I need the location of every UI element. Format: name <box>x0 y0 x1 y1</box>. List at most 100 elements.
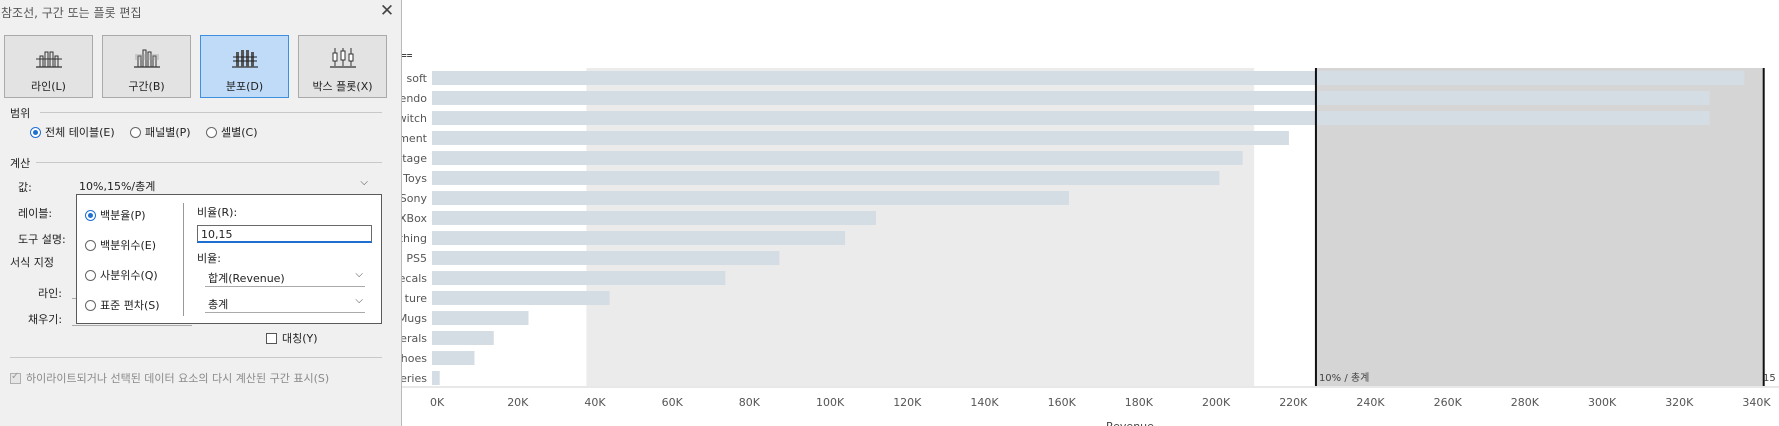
category-label: tage <box>402 152 427 165</box>
bottom-divider <box>10 357 382 358</box>
calc-section-label: 계산 <box>10 157 31 170</box>
x-tick-label: 260K <box>1434 396 1463 409</box>
reference-band-label-right: 15 <box>1763 373 1776 384</box>
ratio-total-select[interactable]: 총계 ⌵ <box>205 294 365 313</box>
bar <box>432 371 440 385</box>
value-select[interactable]: 10%,15%/총계 ⌵ <box>76 176 372 195</box>
chevron-down-icon: ⌵ <box>360 177 368 188</box>
scope-per-pane-label: 패널별(P) <box>145 126 191 139</box>
sort-icon: ⩵ <box>401 50 412 61</box>
category-label: Mugs <box>398 312 427 325</box>
symmetric-label: 대칭(Y) <box>282 332 318 345</box>
scope-entire-table-label: 전체 테이블(E) <box>45 126 115 139</box>
x-tick-label: 100K <box>816 396 845 409</box>
scope-entire-table-radio[interactable]: 전체 테이블(E) <box>30 124 115 140</box>
box-plot-type-button[interactable]: 박스 플롯(X) <box>298 35 387 98</box>
category-label: ture <box>405 292 428 305</box>
label-label: 레이블: <box>18 207 53 220</box>
distribution-icon <box>231 50 258 68</box>
box-plot-type-label: 박스 플롯(X) <box>312 80 373 93</box>
distribution-options-popup: 백분율(P) 백분위수(E) 사분위수(Q) 표준 편차(S) 비율(R): 1… <box>76 194 382 324</box>
x-tick-label: 140K <box>970 396 999 409</box>
bar <box>432 211 876 225</box>
symmetric-checkbox[interactable]: 대칭(Y) <box>266 330 318 346</box>
scope-section-label: 범위 <box>10 107 31 120</box>
category-label: thing <box>399 232 427 245</box>
category-label: soft <box>407 72 428 85</box>
bar <box>432 111 1710 125</box>
x-tick-label: 280K <box>1511 396 1540 409</box>
x-tick-label: 340K <box>1742 396 1771 409</box>
x-tick-label: 300K <box>1588 396 1617 409</box>
x-tick-label: 0K <box>430 396 445 409</box>
edit-reference-line-dialog: 참조선, 구간 또는 플롯 편집 ✕ 라인(L) 구간(B) <box>0 0 402 426</box>
bar <box>432 331 494 345</box>
bar <box>432 251 780 265</box>
category-label: XBox <box>399 212 427 225</box>
distribution-type-button[interactable]: 분포(D) <box>200 35 289 98</box>
box-plot-icon <box>329 48 356 68</box>
category-label: Toys <box>402 172 427 185</box>
bar <box>432 171 1220 185</box>
line-type-button[interactable]: 라인(L) <box>4 35 93 98</box>
reference-band-label: 10% / 총계 <box>1319 372 1369 384</box>
x-tick-label: 220K <box>1279 396 1308 409</box>
chevron-down-icon: ⌵ <box>355 269 363 280</box>
x-tick-label: 120K <box>893 396 922 409</box>
category-label: Sony <box>400 192 428 205</box>
category-label: hoes <box>401 352 427 365</box>
checkbox-box <box>10 371 21 384</box>
band-type-button[interactable]: 구간(B) <box>102 35 191 98</box>
category-label: ment <box>398 132 427 145</box>
ratio-total-text: 총계 <box>208 298 229 311</box>
category-label: PS5 <box>406 252 427 265</box>
scope-per-cell-label: 셀별(C) <box>221 126 258 139</box>
radio-dot <box>206 126 217 138</box>
quartile-radio[interactable]: 사분위수(Q) <box>85 267 158 283</box>
x-tick-label: 180K <box>1125 396 1154 409</box>
scope-divider <box>40 112 382 113</box>
popup-divider <box>183 203 184 316</box>
ratio-label: 비율: <box>197 252 221 265</box>
line-type-label: 라인(L) <box>31 80 66 93</box>
radio-dot <box>85 209 96 221</box>
bar <box>432 191 1069 205</box>
quartile-label: 사분위수(Q) <box>100 269 158 282</box>
chevron-down-icon: ⌵ <box>355 295 363 306</box>
close-icon[interactable]: ✕ <box>379 1 395 21</box>
format-section-label: 서식 지정 <box>10 256 54 269</box>
percentage-radio[interactable]: 백분율(P) <box>85 207 146 223</box>
tooltip-label: 도구 설명: <box>18 233 66 246</box>
fill-format-select[interactable] <box>72 309 192 326</box>
percent-input[interactable]: 10,15 <box>197 225 372 243</box>
bar <box>432 351 475 365</box>
bar <box>432 131 1289 145</box>
checkbox-box <box>266 332 277 344</box>
bar <box>432 71 1745 85</box>
scope-per-cell-radio[interactable]: 셀별(C) <box>206 124 258 140</box>
x-axis-title: Revenue <box>1106 420 1154 426</box>
category-label: ecals <box>399 272 428 285</box>
calc-divider <box>36 162 382 163</box>
std-dev-radio[interactable]: 표준 편차(S) <box>85 297 160 313</box>
line-format-label: 라인: <box>38 287 62 300</box>
reference-band-icon <box>133 49 160 68</box>
x-tick-label: 60K <box>662 396 684 409</box>
value-select-text: 10%,15%/총계 <box>79 180 156 193</box>
category-label: erals <box>400 332 427 345</box>
dialog-title: 참조선, 구간 또는 플롯 편집 <box>1 6 142 20</box>
x-tick-label: 320K <box>1665 396 1694 409</box>
radio-dot <box>85 269 96 281</box>
radio-dot <box>30 126 41 138</box>
scope-per-pane-radio[interactable]: 패널별(P) <box>130 124 191 140</box>
ratio-aggregate-select[interactable]: 합계(Revenue) ⌵ <box>205 268 365 287</box>
bar <box>432 291 610 305</box>
radio-dot <box>130 126 141 138</box>
radio-dot <box>85 239 96 251</box>
ratio-aggregate-text: 합계(Revenue) <box>208 272 285 285</box>
line-format-select[interactable] <box>72 282 78 299</box>
recalc-band-checkbox[interactable]: 하이라이트되거나 선택된 데이터 요소의 다시 계산된 구간 표시(S) <box>10 370 329 386</box>
bar <box>432 311 529 325</box>
percentile-radio[interactable]: 백분위수(E) <box>85 237 156 253</box>
